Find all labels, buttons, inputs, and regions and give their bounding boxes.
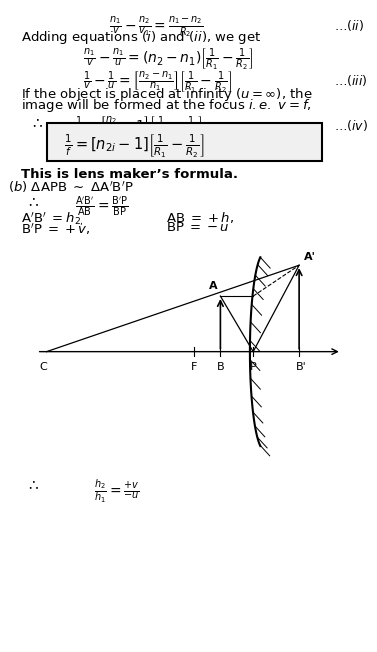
Text: A$'$B$'$ $= h_{2,}$: A$'$B$'$ $= h_{2,}$ <box>21 210 84 228</box>
Text: $\therefore$: $\therefore$ <box>30 115 44 130</box>
Text: A': A' <box>304 252 316 262</box>
Text: A: A <box>208 282 217 291</box>
Text: $\ldots(ii)$: $\ldots(ii)$ <box>334 18 364 33</box>
Text: P: P <box>250 363 257 372</box>
Text: $\frac{\mathrm{A'B'}}{\mathrm{AB}} = \frac{\mathrm{B'P}}{\mathrm{BP}}$: $\frac{\mathrm{A'B'}}{\mathrm{AB}} = \fr… <box>75 194 129 218</box>
Text: $\frac{n_1}{v} - \frac{n_1}{u} = (n_2 - n_1)\left[\frac{1}{R_1} - \frac{1}{R_2}\: $\frac{n_1}{v} - \frac{n_1}{u} = (n_2 - … <box>83 47 253 72</box>
Text: $\frac{n_1}{v} - \frac{n_2}{v_1} = \frac{n_1 - n_2}{R_2}$: $\frac{n_1}{v} - \frac{n_2}{v_1} = \frac… <box>109 15 204 40</box>
Text: image will be formed at the focus $i.e.$ $v = f,$: image will be formed at the focus $i.e.$… <box>21 97 311 114</box>
Text: B$'$P $= +v,$: B$'$P $= +v,$ <box>21 221 90 237</box>
Text: If the object is placed at infinity $(u = \infty)$, the: If the object is placed at infinity $(u … <box>21 86 313 103</box>
Text: B': B' <box>295 363 306 372</box>
Text: Adding equations $(i)$ and $(ii)$, we get: Adding equations $(i)$ and $(ii)$, we ge… <box>21 29 261 46</box>
Text: $\ldots(iii)$: $\ldots(iii)$ <box>334 73 367 88</box>
Text: $\frac{h_2}{h_1} = \frac{+v}{-u}$: $\frac{h_2}{h_1} = \frac{+v}{-u}$ <box>94 477 140 505</box>
Text: C: C <box>40 363 47 372</box>
Text: $\frac{1}{v} - \frac{1}{u} = \left[\frac{n_2 - n_1}{n_1}\right]\left[\frac{1}{R_: $\frac{1}{v} - \frac{1}{u} = \left[\frac… <box>83 70 232 95</box>
Text: $\ldots(iv)$: $\ldots(iv)$ <box>334 118 368 133</box>
Text: $\frac{1}{f} = [n_{2i} - 1]\left[\frac{1}{R_1} - \frac{1}{R_2}\right]$: $\frac{1}{f} = [n_{2i} - 1]\left[\frac{1… <box>64 133 205 160</box>
Text: AB $= +h,$: AB $= +h,$ <box>166 210 234 225</box>
Text: $\therefore$: $\therefore$ <box>26 194 40 209</box>
Text: BP $= -u$: BP $= -u$ <box>166 221 230 234</box>
Text: This is lens maker’s formula.: This is lens maker’s formula. <box>21 168 238 181</box>
FancyBboxPatch shape <box>47 123 322 161</box>
Text: F: F <box>191 363 197 372</box>
Text: B: B <box>216 363 224 372</box>
Text: $\frac{1}{f} = \left[\frac{n_2}{n_1} - 1\right]\left[\frac{1}{R_1} - \frac{1}{R_: $\frac{1}{f} = \left[\frac{n_2}{n_1} - 1… <box>75 115 203 140</box>
Text: $\therefore$: $\therefore$ <box>26 477 40 492</box>
Text: $(b)$ $\Delta$APB $\sim$ $\Delta$A$'$B$'$P: $(b)$ $\Delta$APB $\sim$ $\Delta$A$'$B$'… <box>8 180 134 196</box>
